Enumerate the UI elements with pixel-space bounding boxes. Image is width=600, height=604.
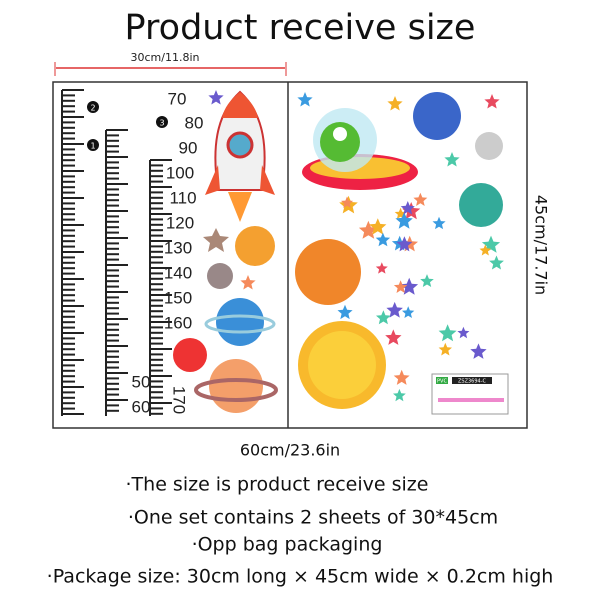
- star: [376, 310, 391, 325]
- star: [457, 326, 470, 339]
- star: [484, 94, 500, 109]
- notes: ·The size is product receive size ·One se…: [47, 474, 554, 588]
- star: [432, 216, 446, 230]
- star: [297, 92, 313, 107]
- ruler-marker: [87, 139, 99, 151]
- ruler-marker-label: 2: [90, 104, 95, 113]
- tag-material: PVC: [437, 379, 447, 385]
- star: [341, 196, 354, 208]
- ruler-number: 50: [132, 372, 151, 391]
- star: [369, 218, 387, 235]
- ruler-marker-label: 3: [159, 119, 164, 128]
- star: [438, 324, 457, 342]
- star: [375, 232, 391, 247]
- height-label: 45cm/17.7in: [532, 195, 551, 295]
- ruler: 70 80 90 100 110 120 130 140 150 160 170 50 60 1 2 3: [61, 89, 204, 416]
- note-line: ·The size is product receive size: [126, 474, 429, 496]
- star: [420, 274, 434, 287]
- ruler-number: 140: [164, 263, 192, 282]
- stars: [208, 90, 504, 402]
- ruler-number: 100: [166, 163, 194, 182]
- star: [402, 306, 415, 318]
- ruler-number: 110: [169, 188, 196, 207]
- ruler-number: 170: [170, 386, 189, 414]
- star: [470, 343, 487, 359]
- planets-left: [173, 226, 278, 413]
- star: [393, 280, 408, 293]
- ruler-number: 160: [164, 313, 192, 332]
- ruler-number: 150: [164, 288, 192, 307]
- star: [400, 201, 415, 215]
- star: [385, 329, 402, 345]
- total-width-label: 60cm/23.6in: [240, 441, 340, 460]
- ruler-number: 130: [164, 238, 192, 257]
- star: [387, 96, 403, 111]
- ruler-marker-label: 1: [90, 142, 95, 151]
- ruler-number: 90: [179, 138, 198, 157]
- star: [400, 277, 419, 295]
- star: [413, 192, 428, 206]
- ruler-number: 60: [132, 397, 151, 416]
- sheet-width-label: 30cm/11.8in: [131, 51, 200, 64]
- star: [375, 262, 388, 274]
- star: [208, 90, 224, 105]
- note-line: ·Opp bag packaging: [192, 534, 383, 556]
- star: [358, 220, 378, 239]
- star: [438, 342, 452, 356]
- star: [240, 275, 256, 290]
- star: [393, 369, 410, 385]
- ruler-marker: [156, 116, 168, 128]
- note-line: ·Package size: 30cm long × 45cm wide × 0…: [47, 566, 554, 588]
- tag-card: PVC ZSZ3694-C: [431, 373, 509, 415]
- star: [444, 152, 460, 167]
- rocket: [205, 90, 275, 222]
- star: [337, 304, 353, 320]
- sheets-outline: [52, 81, 528, 429]
- tag-code: ZSZ3694-C: [458, 379, 487, 385]
- ruler-number: 80: [185, 113, 204, 132]
- star: [386, 301, 403, 318]
- ruler-marker: [87, 101, 99, 113]
- ruler-number: 120: [166, 213, 194, 232]
- star: [489, 255, 504, 270]
- ufo: [302, 108, 418, 190]
- ruler-number: 70: [168, 89, 187, 108]
- star: [395, 212, 413, 229]
- planets-right: [295, 92, 503, 409]
- note-line: ·One set contains 2 sheets of 30*45cm: [128, 507, 498, 529]
- star: [479, 244, 492, 256]
- star: [393, 388, 406, 402]
- star: [396, 236, 413, 252]
- star: [394, 207, 407, 219]
- title: Product receive size: [125, 8, 476, 48]
- star: [402, 202, 421, 220]
